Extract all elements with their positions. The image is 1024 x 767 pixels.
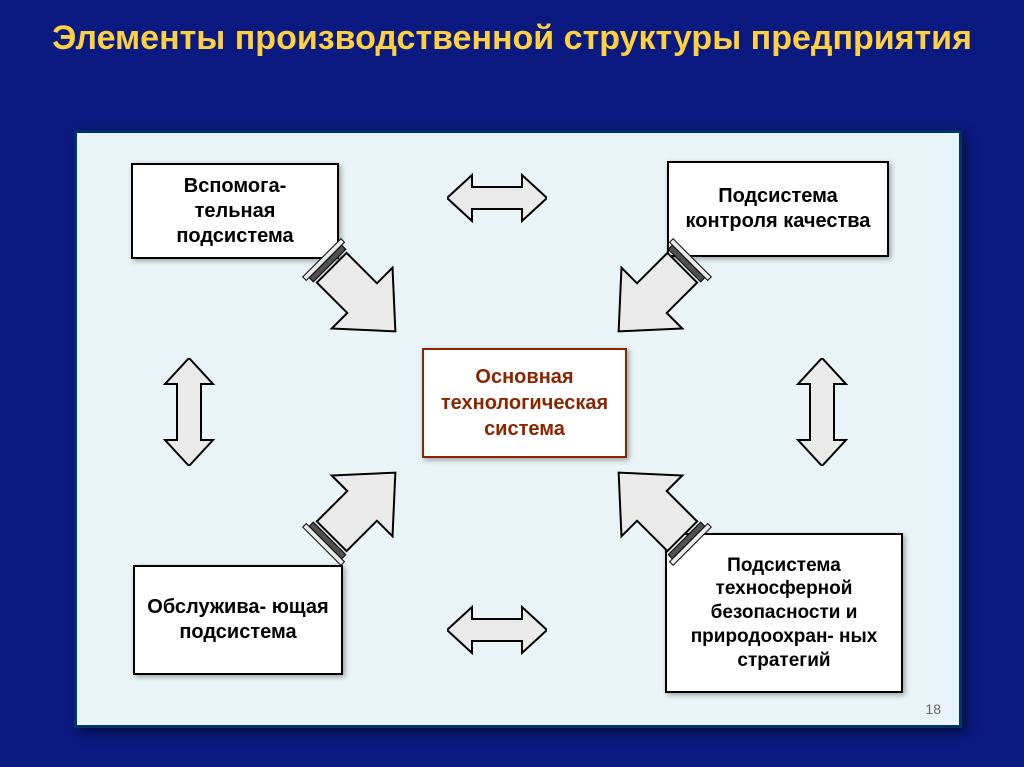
box-top-left: Вспомога- тельная подсистема <box>131 163 339 259</box>
box-bottom-left: Обслужива- ющая подсистема <box>133 565 343 675</box>
box-top-right: Подсистема контроля качества <box>667 161 889 257</box>
diagram-panel: Вспомога- тельная подсистема Подсистема … <box>74 130 962 728</box>
page-title: Элементы производственной структуры пред… <box>0 0 1024 69</box>
box-bottom-right: Подсистема техносферной безопасности и п… <box>665 533 903 693</box>
bidir-arrow-bottom <box>447 601 547 659</box>
box-bottom-right-label: Подсистема техносферной безопасности и п… <box>675 554 893 673</box>
bidir-arrow-top <box>447 169 547 227</box>
page-number: 18 <box>925 701 941 717</box>
box-bottom-left-label: Обслужива- ющая подсистема <box>143 595 333 645</box>
bidir-arrow-left <box>159 358 219 466</box>
center-box: Основная технологическая система <box>422 348 627 458</box>
box-top-right-label: Подсистема контроля качества <box>677 184 879 234</box>
center-box-label: Основная технологическая система <box>432 364 617 442</box>
box-top-left-label: Вспомога- тельная подсистема <box>141 174 329 249</box>
bidir-arrow-right <box>792 358 852 466</box>
